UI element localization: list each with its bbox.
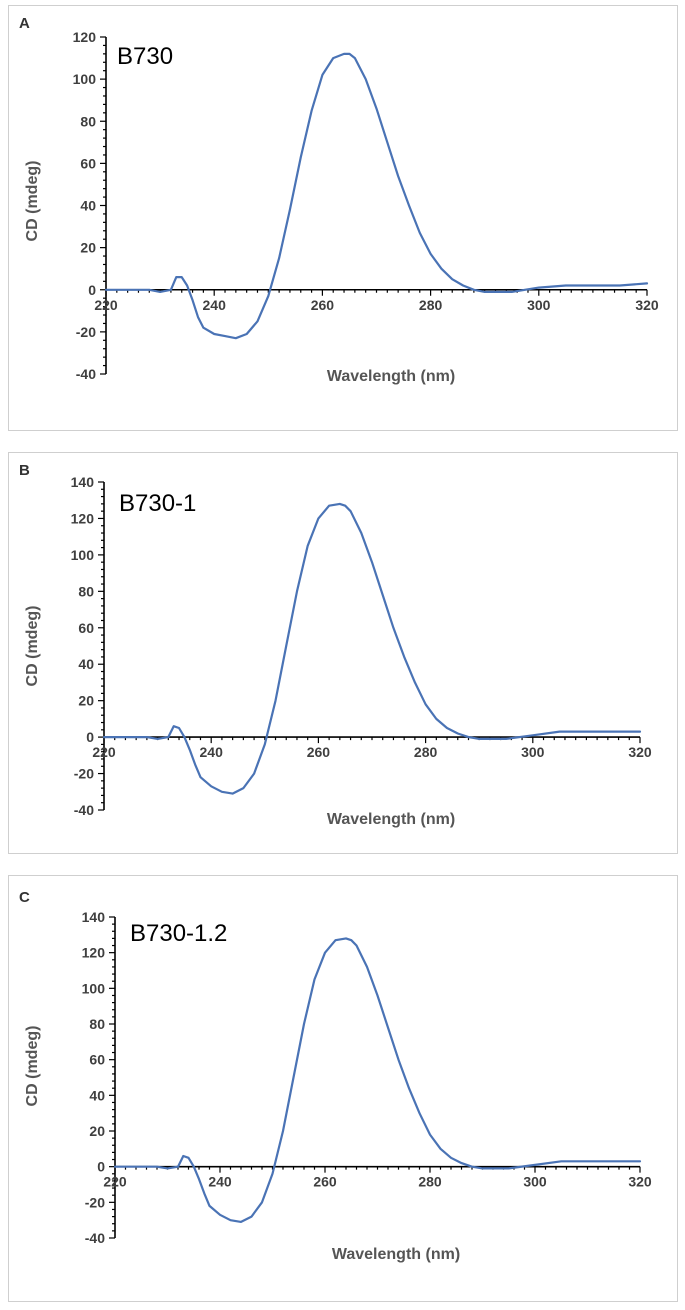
x-tick-label: 220 (94, 297, 118, 313)
x-tick-label: 280 (418, 1174, 442, 1190)
chart-title: B730-1.2 (130, 920, 227, 947)
y-tick-label: -40 (85, 1230, 105, 1246)
x-axis-title: Wavelength (nm) (332, 1246, 460, 1263)
y-tick-labels: -40 -20 0 20 40 60 80 100 120 (73, 29, 97, 382)
x-tick-label: 240 (200, 744, 224, 760)
x-tick-label: 320 (628, 1174, 652, 1190)
y-tick-label: 140 (82, 909, 106, 925)
chart-title: B730 (117, 43, 173, 70)
y-tick-label: 40 (89, 1087, 105, 1103)
x-tick-label: 220 (92, 744, 116, 760)
y-tick-labels: -40 -20 0 20 40 60 80 100 120 140 (71, 474, 95, 818)
chart-title: B730-1 (119, 490, 196, 517)
y-tick-label: -40 (76, 366, 96, 382)
x-tick-label: 260 (307, 744, 331, 760)
y-tick-label: 100 (73, 71, 97, 87)
axes (100, 36, 648, 375)
y-axis-title: CD (mdeg) (24, 161, 41, 242)
axes (98, 481, 641, 811)
y-tick-label: 100 (71, 547, 95, 563)
panel-letter: A (19, 15, 30, 32)
y-tick-label: -20 (76, 324, 96, 340)
x-tick-label: 260 (311, 297, 335, 313)
y-tick-label: 40 (80, 198, 96, 214)
panel-letter: C (19, 889, 30, 906)
y-tick-label: 0 (86, 729, 94, 745)
y-tick-label: 60 (78, 620, 94, 636)
series-line (102, 502, 642, 795)
series-line (104, 52, 649, 340)
y-tick-label: 120 (71, 510, 95, 526)
x-tick-label: 300 (527, 297, 551, 313)
chart-panel-c: C B730-1.2 -40 -20 0 20 40 60 80 100 120 140 220 2… (8, 875, 678, 1302)
x-tick-label: 300 (521, 744, 545, 760)
y-tick-label: -40 (74, 802, 94, 818)
chart-panel-a: A B730 -40 -20 0 20 40 60 80 100 120 220 240 260 28… (8, 5, 678, 431)
y-tick-label: 20 (80, 240, 96, 256)
y-axis-title: CD (mdeg) (24, 606, 41, 687)
y-axis-title: CD (mdeg) (24, 1026, 41, 1107)
x-tick-label: 220 (103, 1174, 127, 1190)
x-tick-label: 280 (414, 744, 438, 760)
y-tick-label: -20 (85, 1194, 105, 1210)
y-tick-labels: -40 -20 0 20 40 60 80 100 120 140 (82, 909, 106, 1246)
y-tick-label: 20 (89, 1123, 105, 1139)
y-tick-label: 80 (89, 1016, 105, 1032)
cd-spectrum-chart-a: A B730 -40 -20 0 20 40 60 80 100 120 220 240 260 28… (19, 15, 659, 385)
y-tick-label: 60 (80, 155, 96, 171)
x-tick-label: 320 (635, 297, 659, 313)
y-tick-label: 0 (88, 282, 96, 298)
x-tick-labels: 220 240 260 280 300 320 (103, 1174, 652, 1190)
y-tick-label: 20 (78, 693, 94, 709)
x-tick-label: 280 (419, 297, 443, 313)
x-tick-label: 240 (203, 297, 227, 313)
x-tick-label: 240 (208, 1174, 232, 1190)
series-line (113, 937, 642, 1223)
x-tick-labels: 220 240 260 280 300 320 (94, 297, 659, 313)
x-axis-title: Wavelength (nm) (327, 811, 455, 828)
y-tick-label: 140 (71, 474, 95, 490)
y-tick-label: 120 (73, 29, 97, 45)
chart-panel-b: B B730-1 -40 -20 0 20 40 60 80 100 120 140 220 240… (8, 452, 678, 854)
y-tick-label: 60 (89, 1052, 105, 1068)
axes (109, 916, 641, 1239)
x-tick-label: 260 (313, 1174, 337, 1190)
y-tick-label: 120 (82, 945, 106, 961)
y-tick-label: -20 (74, 766, 94, 782)
x-axis-title: Wavelength (nm) (327, 368, 455, 385)
y-tick-label: 80 (78, 583, 94, 599)
x-tick-label: 300 (523, 1174, 547, 1190)
x-tick-labels: 220 240 260 280 300 320 (92, 744, 652, 760)
y-tick-label: 100 (82, 980, 106, 996)
panel-letter: B (19, 462, 30, 479)
y-tick-label: 0 (97, 1159, 105, 1175)
x-tick-label: 320 (628, 744, 652, 760)
cd-spectrum-chart-b: B B730-1 -40 -20 0 20 40 60 80 100 120 140 220 240… (19, 462, 652, 828)
y-tick-label: 40 (78, 656, 94, 672)
y-tick-label: 80 (80, 113, 96, 129)
